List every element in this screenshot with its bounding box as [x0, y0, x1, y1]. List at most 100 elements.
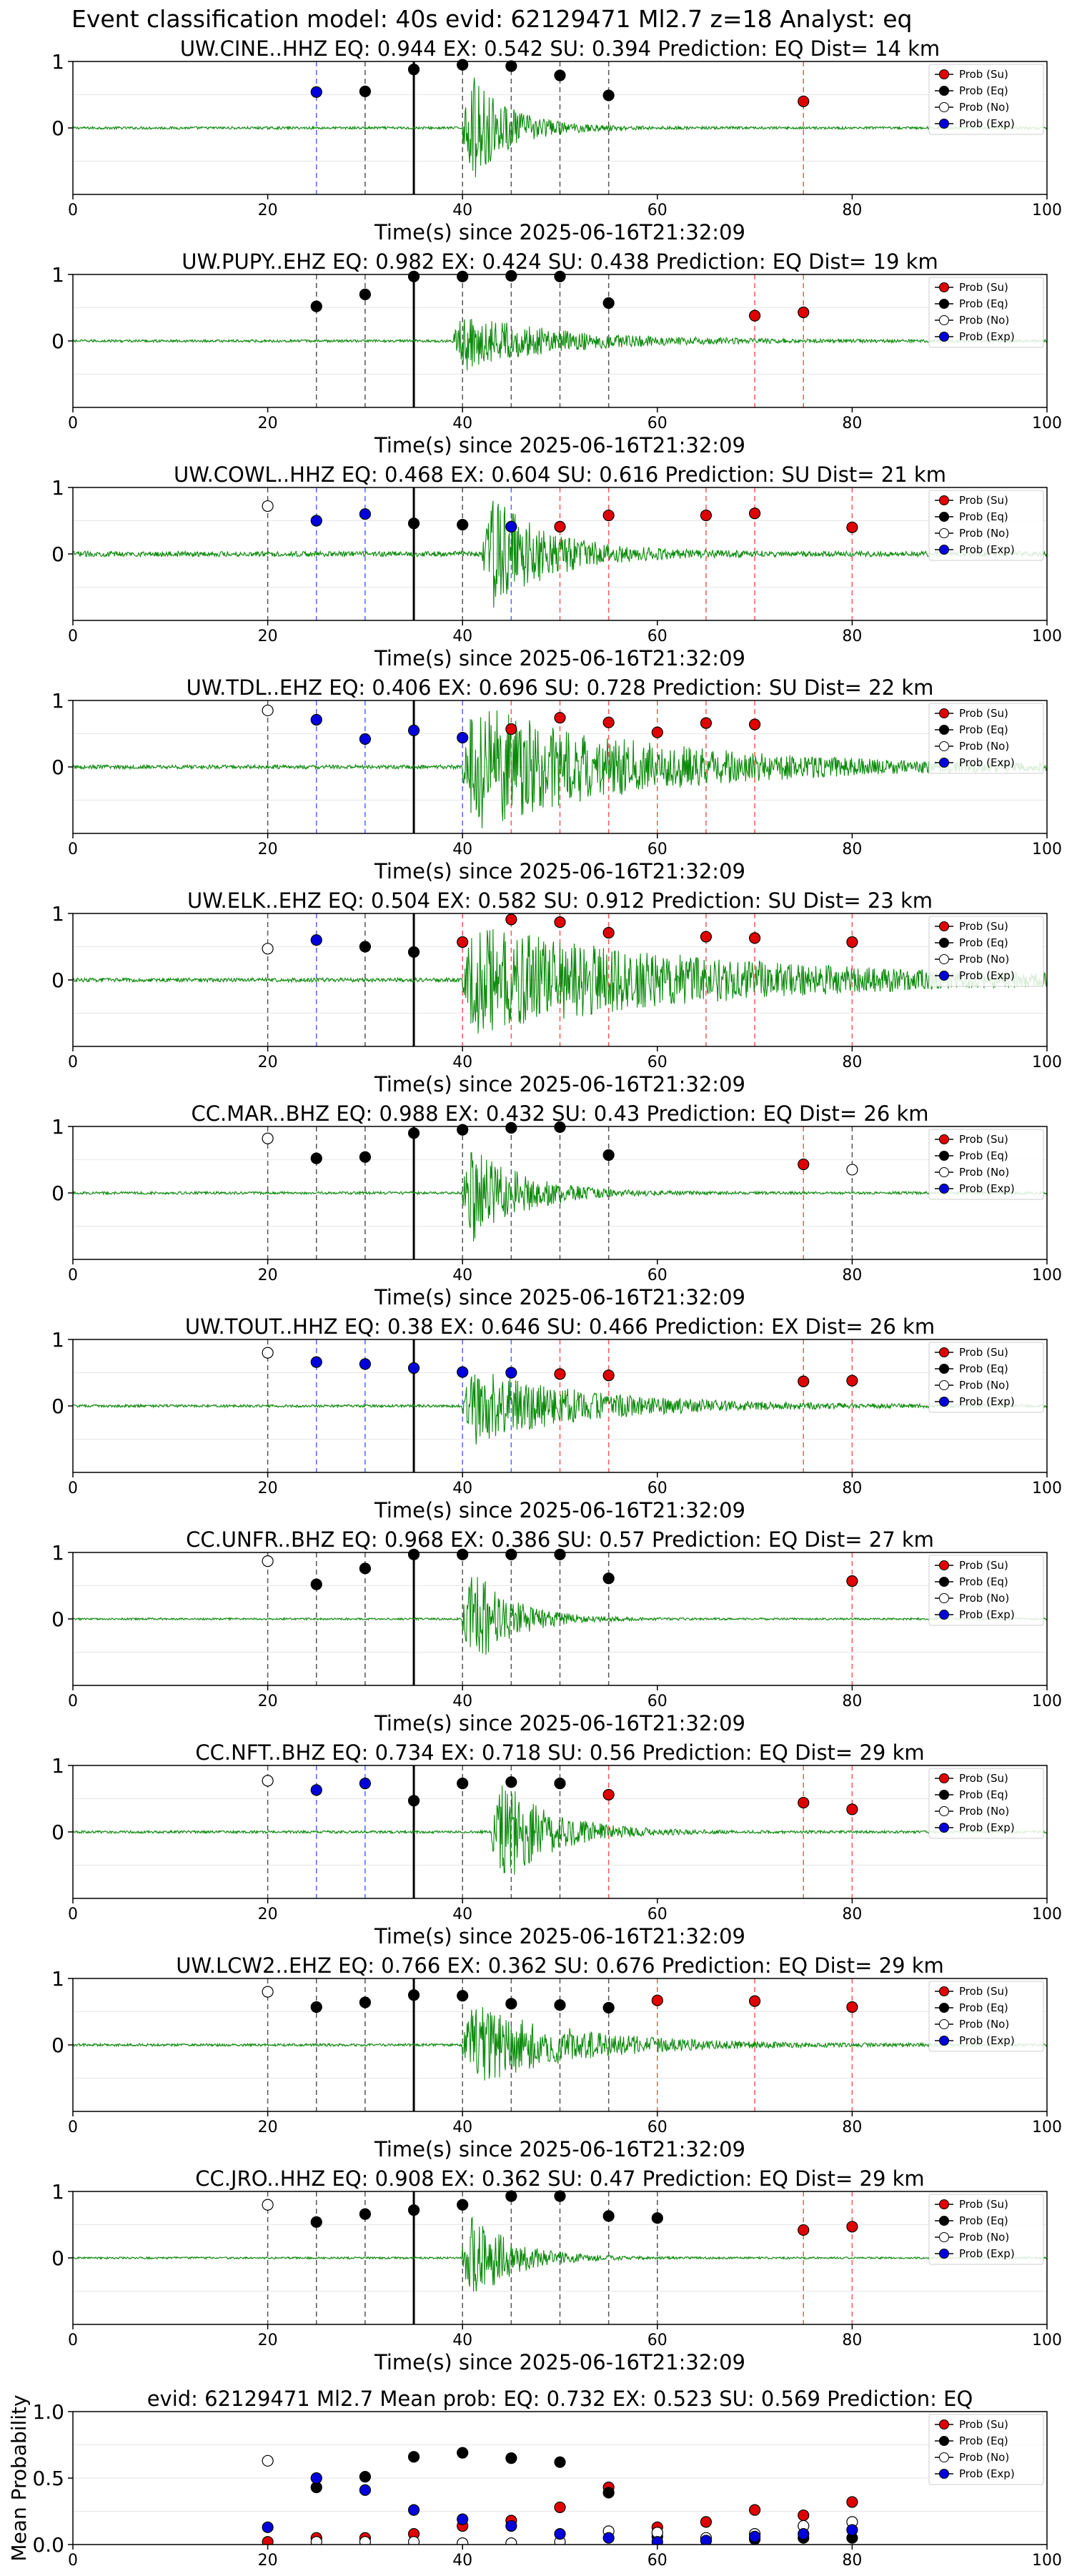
- legend-marker-su: [939, 1347, 949, 1357]
- legend-label: Prob (Su): [959, 1559, 1008, 1572]
- x-tick-label: 20: [258, 841, 278, 858]
- y-tick-label: 0: [51, 2033, 64, 2057]
- y-tick-label: 1: [51, 1115, 64, 1139]
- x-tick-label: 80: [842, 1267, 862, 1284]
- point-no: [407, 2536, 420, 2545]
- legend-marker-su: [939, 2419, 949, 2429]
- x-tick-label: 60: [647, 1693, 667, 1710]
- point-no: [262, 943, 274, 955]
- legend: Prob (Su) Prob (Eq) Prob (No) Prob (Exp): [928, 1768, 1044, 1839]
- point-eq: [554, 69, 566, 81]
- x-tick-label: 60: [647, 1267, 667, 1284]
- legend-label: Prob (Exp): [959, 1395, 1015, 1408]
- point-su: [798, 95, 810, 107]
- x-tick-label: 0: [68, 2552, 78, 2570]
- legend-label: Prob (Exp): [959, 330, 1015, 343]
- panel-title: CC.UNFR..BHZ EQ: 0.968 EX: 0.386 SU: 0.5…: [186, 1527, 934, 1552]
- point-eq: [359, 941, 371, 953]
- point-exp: [700, 2535, 713, 2545]
- legend-label: Prob (Exp): [959, 543, 1015, 556]
- x-tick-label: 60: [647, 1906, 667, 1923]
- panel-title: UW.TDL..EHZ EQ: 0.406 EX: 0.696 SU: 0.72…: [187, 675, 934, 700]
- legend-label: Prob (Exp): [959, 2247, 1015, 2260]
- point-su: [700, 2516, 713, 2528]
- point-su: [798, 306, 810, 319]
- x-tick-label: 0: [68, 1054, 78, 1071]
- legend-label: Prob (Eq): [959, 297, 1008, 310]
- x-tick-label: 60: [647, 2119, 667, 2136]
- point-su: [505, 723, 517, 735]
- legend-marker-su: [939, 1986, 949, 1996]
- legend-label: Prob (Su): [959, 494, 1008, 507]
- x-axis-label: Time(s) since 2025-06-16T21:32:09: [374, 1498, 745, 1522]
- legend-label: Prob (Eq): [959, 2214, 1008, 2227]
- x-tick-label: 60: [647, 415, 667, 432]
- x-tick-label: 60: [647, 202, 667, 219]
- legend-label: Prob (No): [959, 2018, 1009, 2031]
- point-eq: [651, 2212, 663, 2224]
- y-tick-label: 0.5: [32, 2467, 64, 2490]
- legend-marker-su: [939, 495, 949, 505]
- x-tick-label: 20: [258, 1906, 278, 1923]
- legend: Prob (Su) Prob (Eq) Prob (No) Prob (Exp): [928, 2194, 1044, 2265]
- legend-marker-exp: [939, 119, 949, 129]
- x-tick-label: 100: [1032, 415, 1062, 432]
- point-su: [554, 916, 566, 928]
- y-tick-label: 0: [51, 756, 64, 779]
- legend-marker-no: [939, 1806, 949, 1816]
- legend-marker-eq: [939, 2436, 949, 2446]
- x-tick-label: 0: [68, 2332, 78, 2349]
- point-exp: [505, 2520, 517, 2532]
- legend-marker-eq: [939, 1577, 949, 1587]
- y-tick-label: 1: [51, 1967, 64, 1991]
- point-su: [846, 2496, 858, 2508]
- x-tick-label: 40: [452, 202, 472, 219]
- legend-label: Prob (Exp): [959, 117, 1015, 130]
- y-tick-label: 0: [51, 2246, 64, 2270]
- point-exp: [310, 515, 322, 527]
- point-su: [554, 520, 566, 532]
- legend-label: Prob (Su): [959, 707, 1008, 720]
- y-tick-label: 1.0: [32, 2400, 64, 2424]
- legend-label: Prob (Eq): [959, 1575, 1008, 1588]
- point-su: [457, 936, 469, 948]
- x-tick-label: 100: [1032, 2552, 1062, 2570]
- point-eq: [554, 1778, 566, 1790]
- legend-label: Prob (No): [959, 2451, 1009, 2464]
- point-eq: [457, 59, 469, 71]
- point-eq: [457, 1548, 469, 1560]
- legend-marker-no: [939, 954, 949, 964]
- point-exp: [457, 731, 469, 744]
- station-panel: UW.TOUT..HHZ EQ: 0.38 EX: 0.646 SU: 0.46…: [51, 1314, 1062, 1522]
- x-axis-label: Time(s) since 2025-06-16T21:32:09: [374, 220, 745, 244]
- point-su: [700, 509, 713, 522]
- point-exp: [310, 1784, 322, 1796]
- station-panel: UW.CINE..HHZ EQ: 0.944 EX: 0.542 SU: 0.3…: [51, 36, 1062, 244]
- point-su: [798, 1158, 810, 1171]
- point-eq: [359, 2208, 371, 2220]
- y-tick-label: 1: [51, 476, 64, 500]
- legend-marker-eq: [939, 1364, 949, 1374]
- point-eq: [359, 288, 371, 300]
- legend-marker-su: [939, 921, 949, 931]
- legend-box: [928, 916, 1044, 987]
- y-tick-label: 0: [51, 969, 64, 992]
- waveform: [73, 2216, 1047, 2292]
- x-tick-label: 80: [842, 2119, 862, 2136]
- legend: Prob (Su) Prob (Eq) Prob (No) Prob (Exp): [928, 277, 1044, 348]
- legend: Prob (Su) Prob (Eq) Prob (No) Prob (Exp): [928, 64, 1044, 135]
- legend-label: Prob (Exp): [959, 969, 1015, 982]
- point-eq: [407, 517, 420, 530]
- panel-title: CC.NFT..BHZ EQ: 0.734 EX: 0.718 SU: 0.56…: [195, 1740, 924, 1765]
- panel-title: UW.ELK..EHZ EQ: 0.504 EX: 0.582 SU: 0.91…: [187, 888, 933, 913]
- legend-box: [928, 1342, 1044, 1413]
- x-tick-label: 20: [258, 2119, 278, 2136]
- x-tick-label: 20: [258, 2332, 278, 2349]
- legend-marker-no: [939, 1167, 949, 1177]
- legend-label: Prob (No): [959, 1805, 1009, 1818]
- point-eq: [554, 1548, 566, 1560]
- legend-label: Prob (Eq): [959, 84, 1008, 97]
- legend-label: Prob (Su): [959, 1985, 1008, 1998]
- point-su: [602, 1788, 615, 1801]
- point-su: [602, 926, 615, 939]
